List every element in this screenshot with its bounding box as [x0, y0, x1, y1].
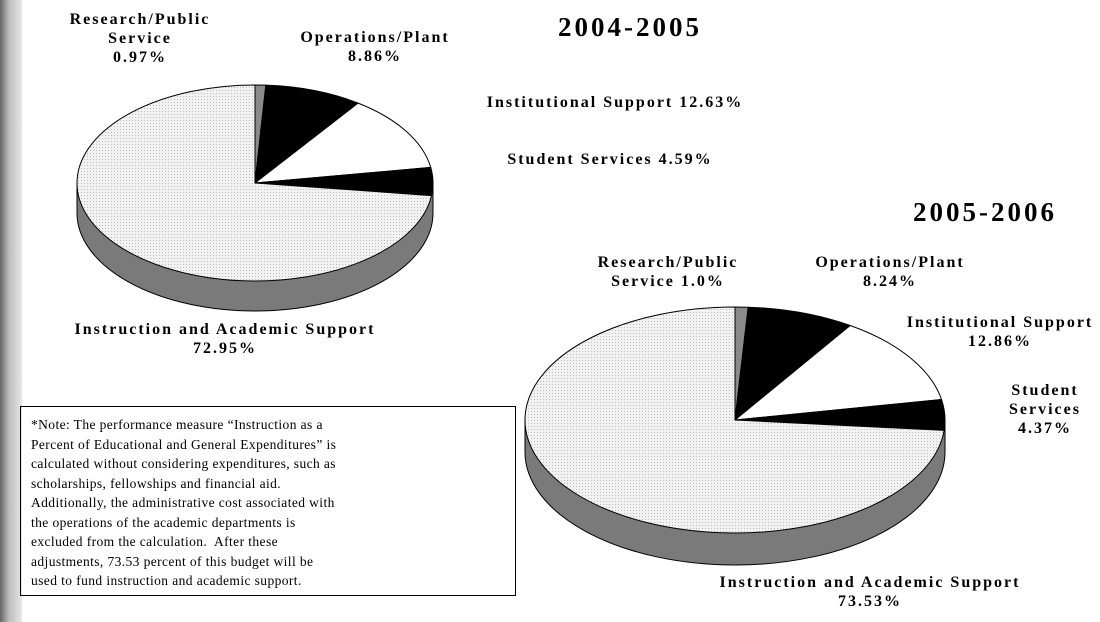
pie-slice	[253, 102, 432, 184]
slice-label: Research/Public Service 1.0%	[568, 253, 768, 291]
slice-label: Research/Public Service 0.97%	[45, 10, 235, 67]
value-label: 0.97%	[113, 49, 167, 66]
value-label: 72.95%	[193, 340, 257, 357]
value-label: 12.63%	[679, 94, 744, 111]
value-label: 1.0%	[680, 273, 725, 290]
category-label: Operations/Plant	[300, 29, 450, 46]
slice-label: Student Services 4.37%	[990, 381, 1100, 438]
category-label: Institutional Support	[486, 94, 674, 111]
slice-label: Operations/Plant 8.24%	[770, 253, 1010, 291]
pie-slice	[76, 84, 433, 282]
side-bar	[0, 0, 22, 622]
category-label: Instruction and Academic Support	[719, 574, 1021, 591]
note-line: Additionally, the administrative cost as…	[31, 495, 335, 510]
slice-label: Instruction and Academic Support 73.53%	[635, 573, 1100, 611]
note-line: excluded from the calculation. After the…	[31, 534, 278, 549]
slice-label: Institutional Support 12.63%	[405, 93, 825, 112]
pie-slice	[254, 84, 360, 185]
slice-label: Student Services 4.59%	[430, 150, 790, 169]
category-label: Institutional Support	[906, 314, 1094, 331]
value-label: 8.24%	[863, 273, 917, 290]
slice-label: Operations/Plant 8.86%	[260, 28, 490, 66]
chart-title: 2004-2005	[558, 12, 702, 42]
note-line: *Note: The performance measure “Instruct…	[31, 417, 323, 432]
note-line: the operations of the academic departmen…	[31, 514, 296, 530]
value-label: 12.86%	[968, 333, 1032, 350]
note-box: *Note: The performance measure “Instruct…	[20, 406, 516, 596]
category-label: Instruction and Academic Support	[74, 321, 376, 338]
pie-slice	[524, 306, 945, 534]
value-label: 8.86%	[348, 48, 402, 65]
slice-label: Institutional Support 12.86%	[900, 313, 1100, 351]
category-label: Research/Public Service	[597, 254, 739, 290]
pie-slice	[734, 306, 852, 422]
category-label: Student Services	[1009, 382, 1081, 418]
value-label: 4.37%	[1018, 420, 1072, 437]
pie-slice	[733, 324, 943, 421]
category-label: Student Services	[507, 151, 653, 168]
value-label: 73.53%	[838, 593, 902, 610]
note-line: scholarships, fellowships and financial …	[31, 475, 282, 491]
slice-label: Instruction and Academic Support 72.95%	[0, 320, 460, 358]
value-label: 4.59%	[658, 151, 713, 168]
note-line: adjustments, 73.53 percent of this budge…	[31, 553, 314, 569]
note-line: used to fund instruction and academic su…	[31, 573, 302, 588]
category-label: Operations/Plant	[815, 254, 965, 271]
note-line: Percent of Educational and General Expen…	[31, 436, 337, 452]
note-line: calculated without considering expenditu…	[31, 456, 336, 471]
chart-title: 2005-2006	[913, 197, 1057, 227]
category-label: Research/Public Service	[69, 11, 211, 47]
